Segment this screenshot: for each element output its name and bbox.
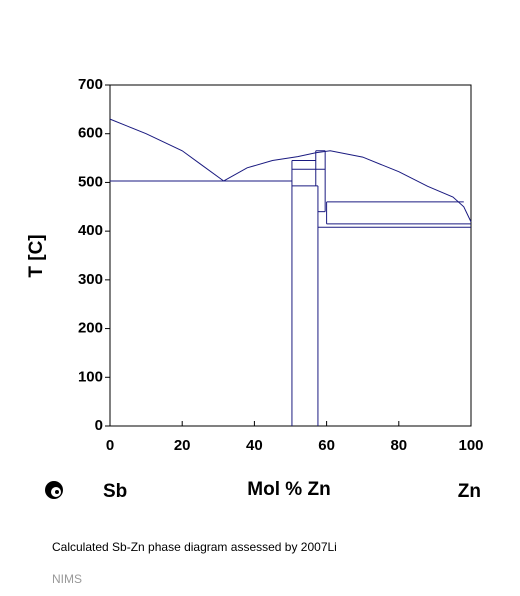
y-tick-label: 300: [78, 271, 103, 288]
x-tick-label: 100: [458, 437, 483, 454]
x-tick-label: 40: [246, 437, 263, 454]
y-tick-label: 400: [78, 222, 103, 239]
x-tick-label: 0: [106, 437, 114, 454]
plot-frame: [109, 84, 472, 427]
source: NIMS: [52, 572, 82, 586]
x-tick-label: 60: [318, 437, 335, 454]
x-axis-label: Mol % Zn: [247, 479, 330, 500]
y-tick-label: 200: [78, 320, 103, 337]
y-tick-label: 100: [78, 368, 103, 385]
phase-line: [109, 118, 225, 182]
caption: Calculated Sb-Zn phase diagram assessed …: [52, 540, 337, 554]
right-element: Zn: [458, 481, 481, 502]
y-tick-label: 700: [78, 76, 103, 93]
left-element: Sb: [103, 481, 127, 502]
logo-icon: [45, 481, 63, 499]
y-tick-label: 600: [78, 125, 103, 142]
y-axis-label: T [C]: [26, 234, 47, 277]
phase-line: [223, 150, 472, 223]
x-tick-label: 20: [174, 437, 191, 454]
y-tick-label: 500: [78, 173, 103, 190]
x-tick-label: 80: [390, 437, 407, 454]
y-tick-label: 0: [95, 417, 103, 434]
